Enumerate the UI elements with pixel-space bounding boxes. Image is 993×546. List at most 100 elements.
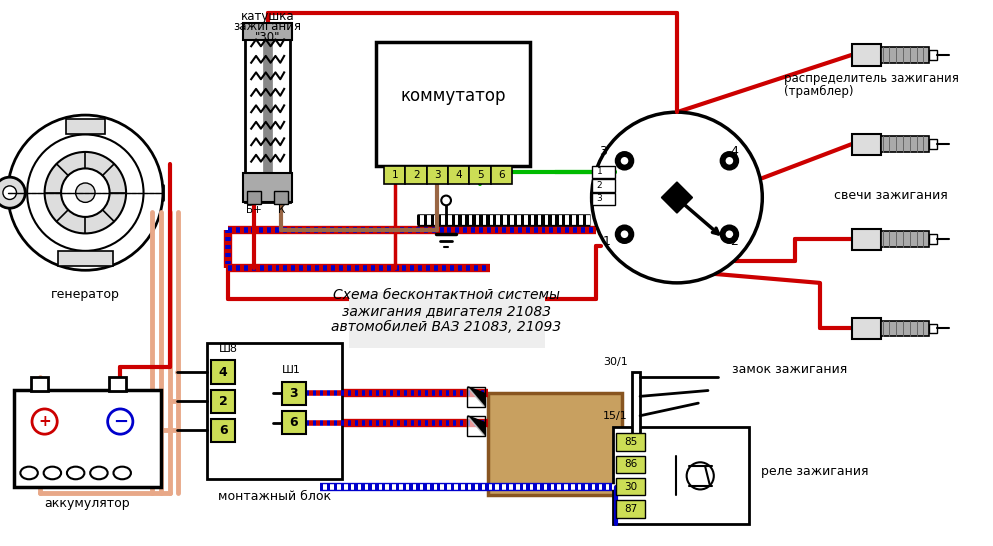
Text: 4: 4	[218, 366, 227, 378]
Polygon shape	[468, 416, 485, 436]
Text: 2: 2	[597, 181, 602, 190]
Polygon shape	[468, 387, 485, 407]
Bar	[243, 23, 292, 40]
Circle shape	[725, 229, 734, 239]
Text: +: +	[39, 414, 51, 429]
Polygon shape	[468, 416, 485, 436]
Bar	[592, 179, 615, 192]
Bar	[929, 50, 936, 60]
Circle shape	[616, 225, 634, 243]
Bar	[633, 372, 640, 435]
Text: реле зажигания: реле зажигания	[762, 466, 869, 478]
Text: коммутатор: коммутатор	[400, 87, 505, 105]
Text: (трамблер): (трамблер)	[783, 85, 853, 98]
Text: распределитель зажигания: распределитель зажигания	[783, 72, 958, 85]
Text: 5: 5	[477, 170, 484, 180]
Text: генератор: генератор	[51, 288, 120, 301]
Bar	[852, 318, 881, 339]
Text: 30: 30	[624, 482, 637, 491]
Text: 6: 6	[218, 424, 227, 437]
Text: 2: 2	[218, 395, 227, 408]
Bar	[427, 167, 448, 184]
Bar	[852, 134, 881, 155]
Circle shape	[721, 225, 738, 243]
Bar	[616, 433, 644, 450]
Polygon shape	[661, 182, 692, 213]
Bar	[212, 419, 234, 442]
Text: Схема бесконтактной системы
зажигания двигателя 21083
автомобилей ВАЗ 21083, 210: Схема бесконтактной системы зажигания дв…	[331, 288, 561, 334]
Bar	[592, 193, 615, 205]
Bar	[66, 119, 104, 134]
Text: Ш1: Ш1	[282, 365, 301, 375]
Bar	[616, 500, 644, 518]
Text: 3: 3	[597, 194, 602, 204]
Bar	[282, 411, 306, 434]
Bar	[282, 382, 306, 405]
Text: монтажный блок: монтажный блок	[217, 490, 331, 503]
Circle shape	[0, 177, 25, 208]
Text: 15/1: 15/1	[603, 411, 628, 421]
Bar	[491, 167, 512, 184]
Circle shape	[592, 112, 763, 283]
Bar	[613, 428, 749, 524]
Circle shape	[8, 115, 163, 270]
Bar	[247, 191, 261, 204]
Circle shape	[616, 152, 634, 170]
Bar	[488, 394, 622, 495]
Text: 1: 1	[597, 167, 602, 176]
Circle shape	[441, 195, 451, 205]
Bar	[468, 387, 485, 407]
Text: катушка: катушка	[241, 10, 295, 23]
Circle shape	[75, 183, 95, 203]
Ellipse shape	[21, 467, 38, 479]
Bar	[384, 167, 405, 184]
Bar	[881, 232, 929, 247]
Bar	[881, 47, 929, 63]
Text: зажигания: зажигания	[233, 20, 302, 33]
Circle shape	[45, 152, 126, 233]
Ellipse shape	[113, 467, 131, 479]
Circle shape	[725, 156, 734, 165]
Bar	[616, 455, 644, 473]
Circle shape	[620, 229, 630, 239]
Ellipse shape	[67, 467, 84, 479]
Text: 6: 6	[498, 170, 504, 180]
Ellipse shape	[90, 467, 107, 479]
Circle shape	[686, 462, 714, 489]
Bar	[207, 343, 343, 479]
Text: свечи зажигания: свечи зажигания	[834, 189, 947, 202]
Bar	[350, 292, 545, 348]
Bar	[470, 167, 491, 184]
Bar	[245, 23, 290, 203]
Bar	[212, 360, 234, 384]
Bar	[448, 167, 470, 184]
Bar	[31, 377, 49, 390]
Bar	[616, 478, 644, 495]
Bar	[274, 191, 288, 204]
Text: 30/1: 30/1	[603, 358, 628, 367]
Circle shape	[107, 409, 133, 434]
Circle shape	[620, 156, 630, 165]
Text: 87: 87	[624, 504, 638, 514]
Text: 2: 2	[730, 235, 738, 248]
Text: 4: 4	[456, 170, 462, 180]
Bar	[852, 44, 881, 66]
Bar	[929, 139, 936, 149]
Bar	[881, 321, 929, 336]
Bar	[405, 167, 427, 184]
Text: 2: 2	[413, 170, 419, 180]
Bar	[212, 389, 234, 413]
Text: 1: 1	[391, 170, 398, 180]
Text: 86: 86	[624, 459, 638, 469]
Bar	[376, 43, 529, 167]
Text: К: К	[278, 205, 285, 215]
Text: 3: 3	[434, 170, 441, 180]
Text: Ш8: Ш8	[219, 344, 238, 354]
Text: замок зажигания: замок зажигания	[732, 363, 847, 376]
Text: 85: 85	[624, 437, 638, 447]
Circle shape	[62, 168, 109, 217]
Text: Б+: Б+	[246, 205, 262, 215]
Ellipse shape	[44, 467, 62, 479]
Text: −: −	[112, 413, 128, 431]
Bar	[243, 173, 292, 203]
